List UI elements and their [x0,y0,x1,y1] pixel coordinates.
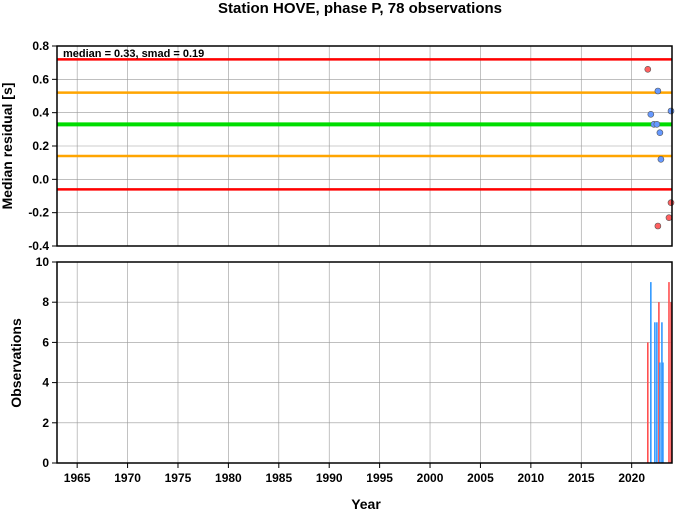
residual-point [657,156,665,163]
bottom-y-tick-label: 4 [42,376,49,390]
residual-point [656,129,664,136]
bottom-y-tick-label: 2 [42,416,49,430]
observation-bar [662,362,664,463]
observation-bar [670,302,672,463]
x-tick-label: 1975 [165,471,192,485]
bottom-y-tick-label: 0 [42,456,49,470]
x-tick-label: 2000 [417,471,444,485]
x-axis-label: Year [351,496,381,511]
top-grid [57,45,672,247]
residual-point [667,199,675,206]
residual-point [653,121,661,128]
top-y-axis-label: Median residual [s] [0,83,15,210]
observation-bar [656,322,658,463]
residual-point [665,214,673,221]
top-y-tick-label: 0.0 [32,172,49,186]
observation-bar [659,362,661,463]
x-tick-label: 1995 [366,471,393,485]
x-ticks: 1965 1970 1975 1980 1985 1990 1995 2000 2005 2010… [64,463,645,485]
x-tick-label: 1985 [265,471,292,485]
bottom-y-tick-label: 10 [36,255,50,269]
observation-bar [654,322,656,463]
observation-bars [647,282,672,463]
bottom-grid [57,261,672,464]
observation-bar [650,282,652,463]
top-plot: median = 0.33, smad = 0.19 -0.4 -0.2 0.0 0.… [0,39,675,253]
x-tick-label: 1965 [64,471,91,485]
observation-bar [647,342,649,463]
x-tick-label: 1970 [114,471,141,485]
bottom-y-axis-label: Observations [8,318,24,408]
chart-title: Station HOVE, phase P, 78 observations [218,0,502,17]
residual-point [654,222,662,230]
bottom-plot-frame [56,261,673,464]
top-y-ticks: -0.4 -0.2 0.0 0.2 0.4 0.6 0.8 [28,39,57,253]
x-tick-label: 2010 [518,471,545,485]
median-smad-annotation: median = 0.33, smad = 0.19 [63,48,204,60]
top-y-tick-label: 0.4 [32,106,49,120]
bottom-y-ticks: 0 2 4 6 8 10 [36,255,57,470]
residual-point [654,87,662,95]
x-tick-label: 2020 [618,471,645,485]
top-y-tick-label: -0.4 [28,239,49,253]
x-tick-label: 1980 [215,471,242,485]
top-y-tick-label: 0.6 [32,72,49,86]
x-tick-label: 1990 [316,471,343,485]
residual-point [667,107,675,115]
observation-bar [668,282,670,463]
top-y-tick-label: 0.2 [32,139,49,153]
observation-bar [658,302,660,463]
top-y-tick-label: -0.2 [28,206,49,220]
bottom-plot: 0 2 4 6 8 10 1965 1970 1975 1980 1985 1990 1995 2000… [8,255,673,511]
x-tick-label: 2005 [467,471,494,485]
residual-point [647,111,655,118]
reference-lines [57,58,672,191]
residual-point [644,66,652,73]
residual-points [644,66,675,230]
x-tick-label: 2015 [568,471,595,485]
top-y-tick-label: 0.8 [32,39,49,53]
bottom-y-tick-label: 8 [42,295,49,309]
bottom-y-tick-label: 6 [42,335,49,349]
observation-bar [661,322,663,463]
